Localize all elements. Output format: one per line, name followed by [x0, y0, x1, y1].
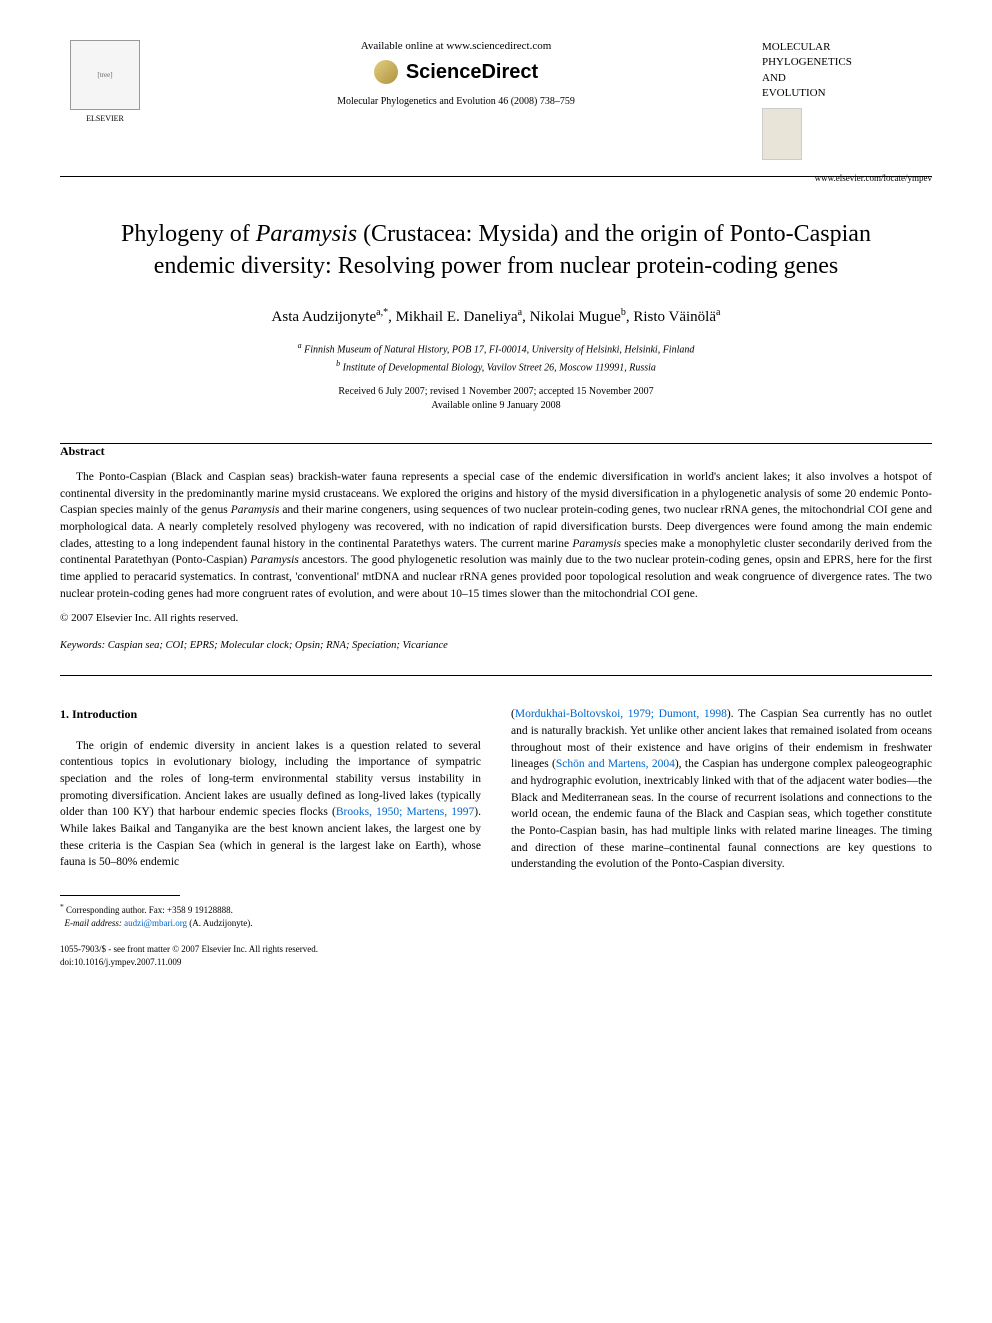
author-sup: a: [518, 307, 522, 318]
page-header: [tree] ELSEVIER Available online at www.…: [60, 40, 932, 177]
sciencedirect-icon: [374, 60, 398, 84]
issn-line: 1055-7903/$ - see front matter © 2007 El…: [60, 943, 481, 956]
sciencedirect-logo: ScienceDirect: [170, 60, 742, 84]
keywords-text: Caspian sea; COI; EPRS; Molecular clock;…: [105, 640, 448, 651]
doi-line: doi:10.1016/j.ympev.2007.11.009: [60, 956, 481, 969]
author-sup: a,*: [376, 307, 388, 318]
corresponding-author: Corresponding author. Fax: +358 9 191288…: [66, 905, 233, 915]
email-label: E-mail address:: [65, 918, 122, 928]
article-dates: Received 6 July 2007; revised 1 November…: [60, 385, 932, 413]
citation-link[interactable]: Schön and Martens, 2004: [556, 758, 675, 770]
publication-info: 1055-7903/$ - see front matter © 2007 El…: [60, 943, 481, 968]
affil-sup: b: [336, 359, 340, 368]
sciencedirect-text: ScienceDirect: [406, 61, 538, 84]
abstract-italic: Paramysis: [572, 538, 621, 550]
affil-text: Finnish Museum of Natural History, POB 1…: [304, 345, 694, 356]
citation-link[interactable]: Brooks, 1950; Martens, 1997: [336, 806, 474, 818]
left-column: 1. Introduction The origin of endemic di…: [60, 706, 481, 968]
author-name: Mikhail E. Daneliya: [396, 309, 518, 325]
author-sup: b: [621, 307, 626, 318]
intro-paragraph: The origin of endemic diversity in ancie…: [60, 738, 481, 871]
journal-name-line: EVOLUTION: [762, 86, 932, 101]
intro-paragraph-cont: (Mordukhai-Boltovskoi, 1979; Dumont, 199…: [511, 706, 932, 873]
author-name: Nikolai Mugue: [530, 309, 621, 325]
header-center: Available online at www.sciencedirect.co…: [150, 40, 762, 107]
dates-online: Available online 9 January 2008: [60, 399, 932, 413]
email-author: (A. Audzijonyte).: [187, 918, 253, 928]
dates-received: Received 6 July 2007; revised 1 November…: [60, 385, 932, 399]
journal-citation: Molecular Phylogenetics and Evolution 46…: [170, 96, 742, 107]
journal-url: www.elsevier.com/locate/ympev: [60, 173, 932, 183]
email-link[interactable]: audzi@mbari.org: [124, 918, 187, 928]
footer-divider: [60, 895, 180, 896]
journal-name-block: MOLECULAR PHYLOGENETICS AND EVOLUTION: [762, 40, 932, 166]
journal-cover-thumb: [762, 108, 802, 160]
title-part: Phylogeny of: [121, 221, 256, 247]
keywords-label: Keywords:: [60, 640, 105, 651]
title-italic: Paramysis: [256, 221, 357, 247]
right-column: (Mordukhai-Boltovskoi, 1979; Dumont, 199…: [511, 706, 932, 968]
author-sup: a: [716, 307, 720, 318]
intro-text: ), the Caspian has undergone complex pal…: [511, 758, 932, 870]
intro-heading: 1. Introduction: [60, 706, 481, 723]
abstract-copyright: © 2007 Elsevier Inc. All rights reserved…: [60, 612, 932, 624]
abstract-text: The Ponto-Caspian (Black and Caspian sea…: [60, 469, 932, 602]
abstract-italic: Paramysis: [231, 504, 280, 516]
elsevier-tree-icon: [tree]: [70, 40, 140, 110]
elsevier-logo: [tree] ELSEVIER: [60, 40, 150, 123]
author-name: Asta Audzijonyte: [272, 309, 377, 325]
journal-name-line: MOLECULAR: [762, 40, 932, 55]
citation-link[interactable]: Mordukhai-Boltovskoi, 1979; Dumont, 1998: [515, 708, 727, 720]
available-online-text: Available online at www.sciencedirect.co…: [170, 40, 742, 52]
keywords-line: Keywords: Caspian sea; COI; EPRS; Molecu…: [60, 640, 932, 676]
journal-name-line: AND: [762, 71, 932, 86]
article-title: Phylogeny of Paramysis (Crustacea: Mysid…: [100, 218, 892, 283]
elsevier-label: ELSEVIER: [60, 114, 150, 123]
author-name: Risto Väinölä: [633, 309, 716, 325]
abstract-heading: Abstract: [60, 444, 932, 459]
body-columns: 1. Introduction The origin of endemic di…: [60, 706, 932, 968]
authors-line: Asta Audzijonytea,*, Mikhail E. Daneliya…: [60, 307, 932, 326]
journal-name-line: PHYLOGENETICS: [762, 55, 932, 70]
abstract-italic: Paramysis: [250, 554, 299, 566]
footer-notes: * Corresponding author. Fax: +358 9 1912…: [60, 902, 481, 929]
affil-sup: a: [298, 341, 302, 350]
affiliations: a Finnish Museum of Natural History, POB…: [60, 340, 932, 375]
affil-text: Institute of Developmental Biology, Vavi…: [343, 362, 656, 373]
